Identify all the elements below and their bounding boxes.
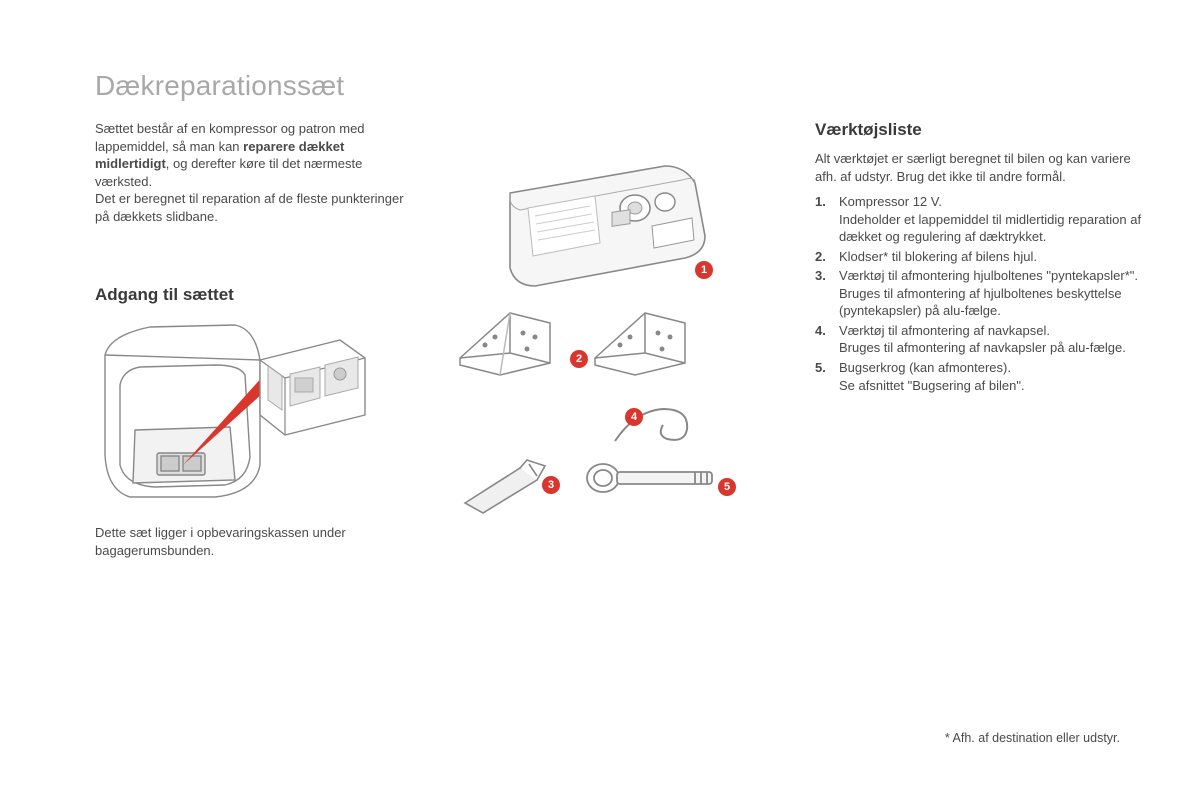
access-illustration	[95, 315, 370, 510]
page-title: Dækreparationssæt	[95, 70, 1140, 102]
tool-item-2: 2. Klodser* til blokering af bilens hjul…	[815, 248, 1155, 266]
tool-text: Værktøj til afmontering af navkapsel.Bru…	[839, 322, 1155, 357]
badge-2-icon: 2	[570, 350, 588, 368]
badge-1-icon: 1	[695, 261, 713, 279]
tool-text: Kompressor 12 V.Indeholder et lappemidde…	[839, 193, 1155, 246]
tool-item-1: 1. Kompressor 12 V.Indeholder et lappemi…	[815, 193, 1155, 246]
tool-item-4: 4. Værktøj til afmontering af navkapsel.…	[815, 322, 1155, 357]
footnote: * Afh. af destination eller udstyr.	[945, 731, 1120, 745]
tool-num: 5.	[815, 359, 839, 394]
tool-list: 1. Kompressor 12 V.Indeholder et lappemi…	[815, 193, 1155, 394]
tool-text: Bugserkrog (kan afmonteres).Se afsnittet…	[839, 359, 1155, 394]
badge-3-icon: 3	[542, 476, 560, 494]
left-column: Sættet består af en kompressor og patron…	[95, 120, 410, 559]
access-heading: Adgang til sættet	[95, 285, 410, 305]
middle-column: 1 2 3 4 5	[440, 120, 785, 559]
tool-num: 4.	[815, 322, 839, 357]
access-caption: Dette sæt ligger i opbevaringskassen und…	[95, 524, 410, 559]
tool-item-3: 3. Værktøj til afmontering hjulboltenes …	[815, 267, 1155, 320]
tools-illustration: 1 2 3 4 5	[440, 158, 750, 528]
tools-heading: Værktøjsliste	[815, 120, 1155, 140]
right-column: Værktøjsliste Alt værktøjet er særligt b…	[815, 120, 1155, 559]
access-section: Adgang til sættet	[95, 285, 410, 559]
tool-num: 2.	[815, 248, 839, 266]
tool-text: Værktøj til afmontering hjulboltenes "py…	[839, 267, 1155, 320]
intro-paragraph: Sættet består af en kompressor og patron…	[95, 120, 410, 225]
badge-4-icon: 4	[625, 408, 643, 426]
tool-item-5: 5. Bugserkrog (kan afmonteres).Se afsnit…	[815, 359, 1155, 394]
tool-num: 3.	[815, 267, 839, 320]
tool-text: Klodser* til blokering af bilens hjul.	[839, 248, 1155, 266]
badge-5-icon: 5	[718, 478, 736, 496]
tool-num: 1.	[815, 193, 839, 246]
tools-intro: Alt værktøjet er særligt beregnet til bi…	[815, 150, 1155, 185]
intro-part3: Det er beregnet til reparation af de fle…	[95, 191, 404, 224]
